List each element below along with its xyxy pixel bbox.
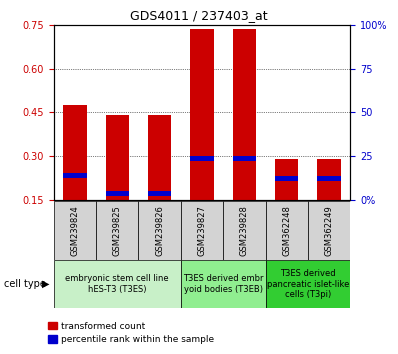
Text: cell type: cell type bbox=[4, 279, 46, 289]
Bar bbox=[265, 260, 350, 308]
Bar bbox=[318, 159, 341, 200]
Text: GSM362248: GSM362248 bbox=[282, 205, 291, 256]
Bar bbox=[139, 201, 181, 260]
Legend: transformed count, percentile rank within the sample: transformed count, percentile rank withi… bbox=[44, 318, 217, 348]
Bar bbox=[318, 176, 341, 181]
Bar bbox=[105, 191, 129, 196]
Text: ▶: ▶ bbox=[42, 279, 49, 289]
Bar bbox=[181, 201, 223, 260]
Bar bbox=[96, 201, 139, 260]
Bar bbox=[223, 201, 265, 260]
Bar bbox=[190, 29, 214, 200]
Bar bbox=[275, 159, 298, 200]
Bar bbox=[181, 260, 265, 308]
Bar bbox=[148, 115, 171, 200]
Text: GSM362249: GSM362249 bbox=[324, 205, 334, 256]
Bar bbox=[54, 201, 96, 260]
Bar bbox=[54, 260, 181, 308]
Bar bbox=[190, 156, 214, 161]
Text: GSM239826: GSM239826 bbox=[155, 205, 164, 256]
Bar bbox=[148, 191, 171, 196]
Text: GSM239825: GSM239825 bbox=[113, 205, 122, 256]
Bar bbox=[233, 156, 256, 161]
Text: T3ES derived embr
yoid bodies (T3EB): T3ES derived embr yoid bodies (T3EB) bbox=[183, 274, 263, 294]
Bar bbox=[105, 115, 129, 200]
Bar bbox=[308, 201, 350, 260]
Bar bbox=[63, 173, 86, 178]
Text: GSM239828: GSM239828 bbox=[240, 205, 249, 256]
Bar bbox=[63, 105, 86, 200]
Bar bbox=[265, 201, 308, 260]
Text: GSM239824: GSM239824 bbox=[70, 205, 80, 256]
Text: embryonic stem cell line
hES-T3 (T3ES): embryonic stem cell line hES-T3 (T3ES) bbox=[65, 274, 169, 294]
Text: T3ES derived
pancreatic islet-like
cells (T3pi): T3ES derived pancreatic islet-like cells… bbox=[267, 269, 349, 299]
Text: GDS4011 / 237403_at: GDS4011 / 237403_at bbox=[130, 9, 268, 22]
Bar bbox=[275, 176, 298, 181]
Text: GSM239827: GSM239827 bbox=[197, 205, 207, 256]
Bar bbox=[233, 29, 256, 200]
